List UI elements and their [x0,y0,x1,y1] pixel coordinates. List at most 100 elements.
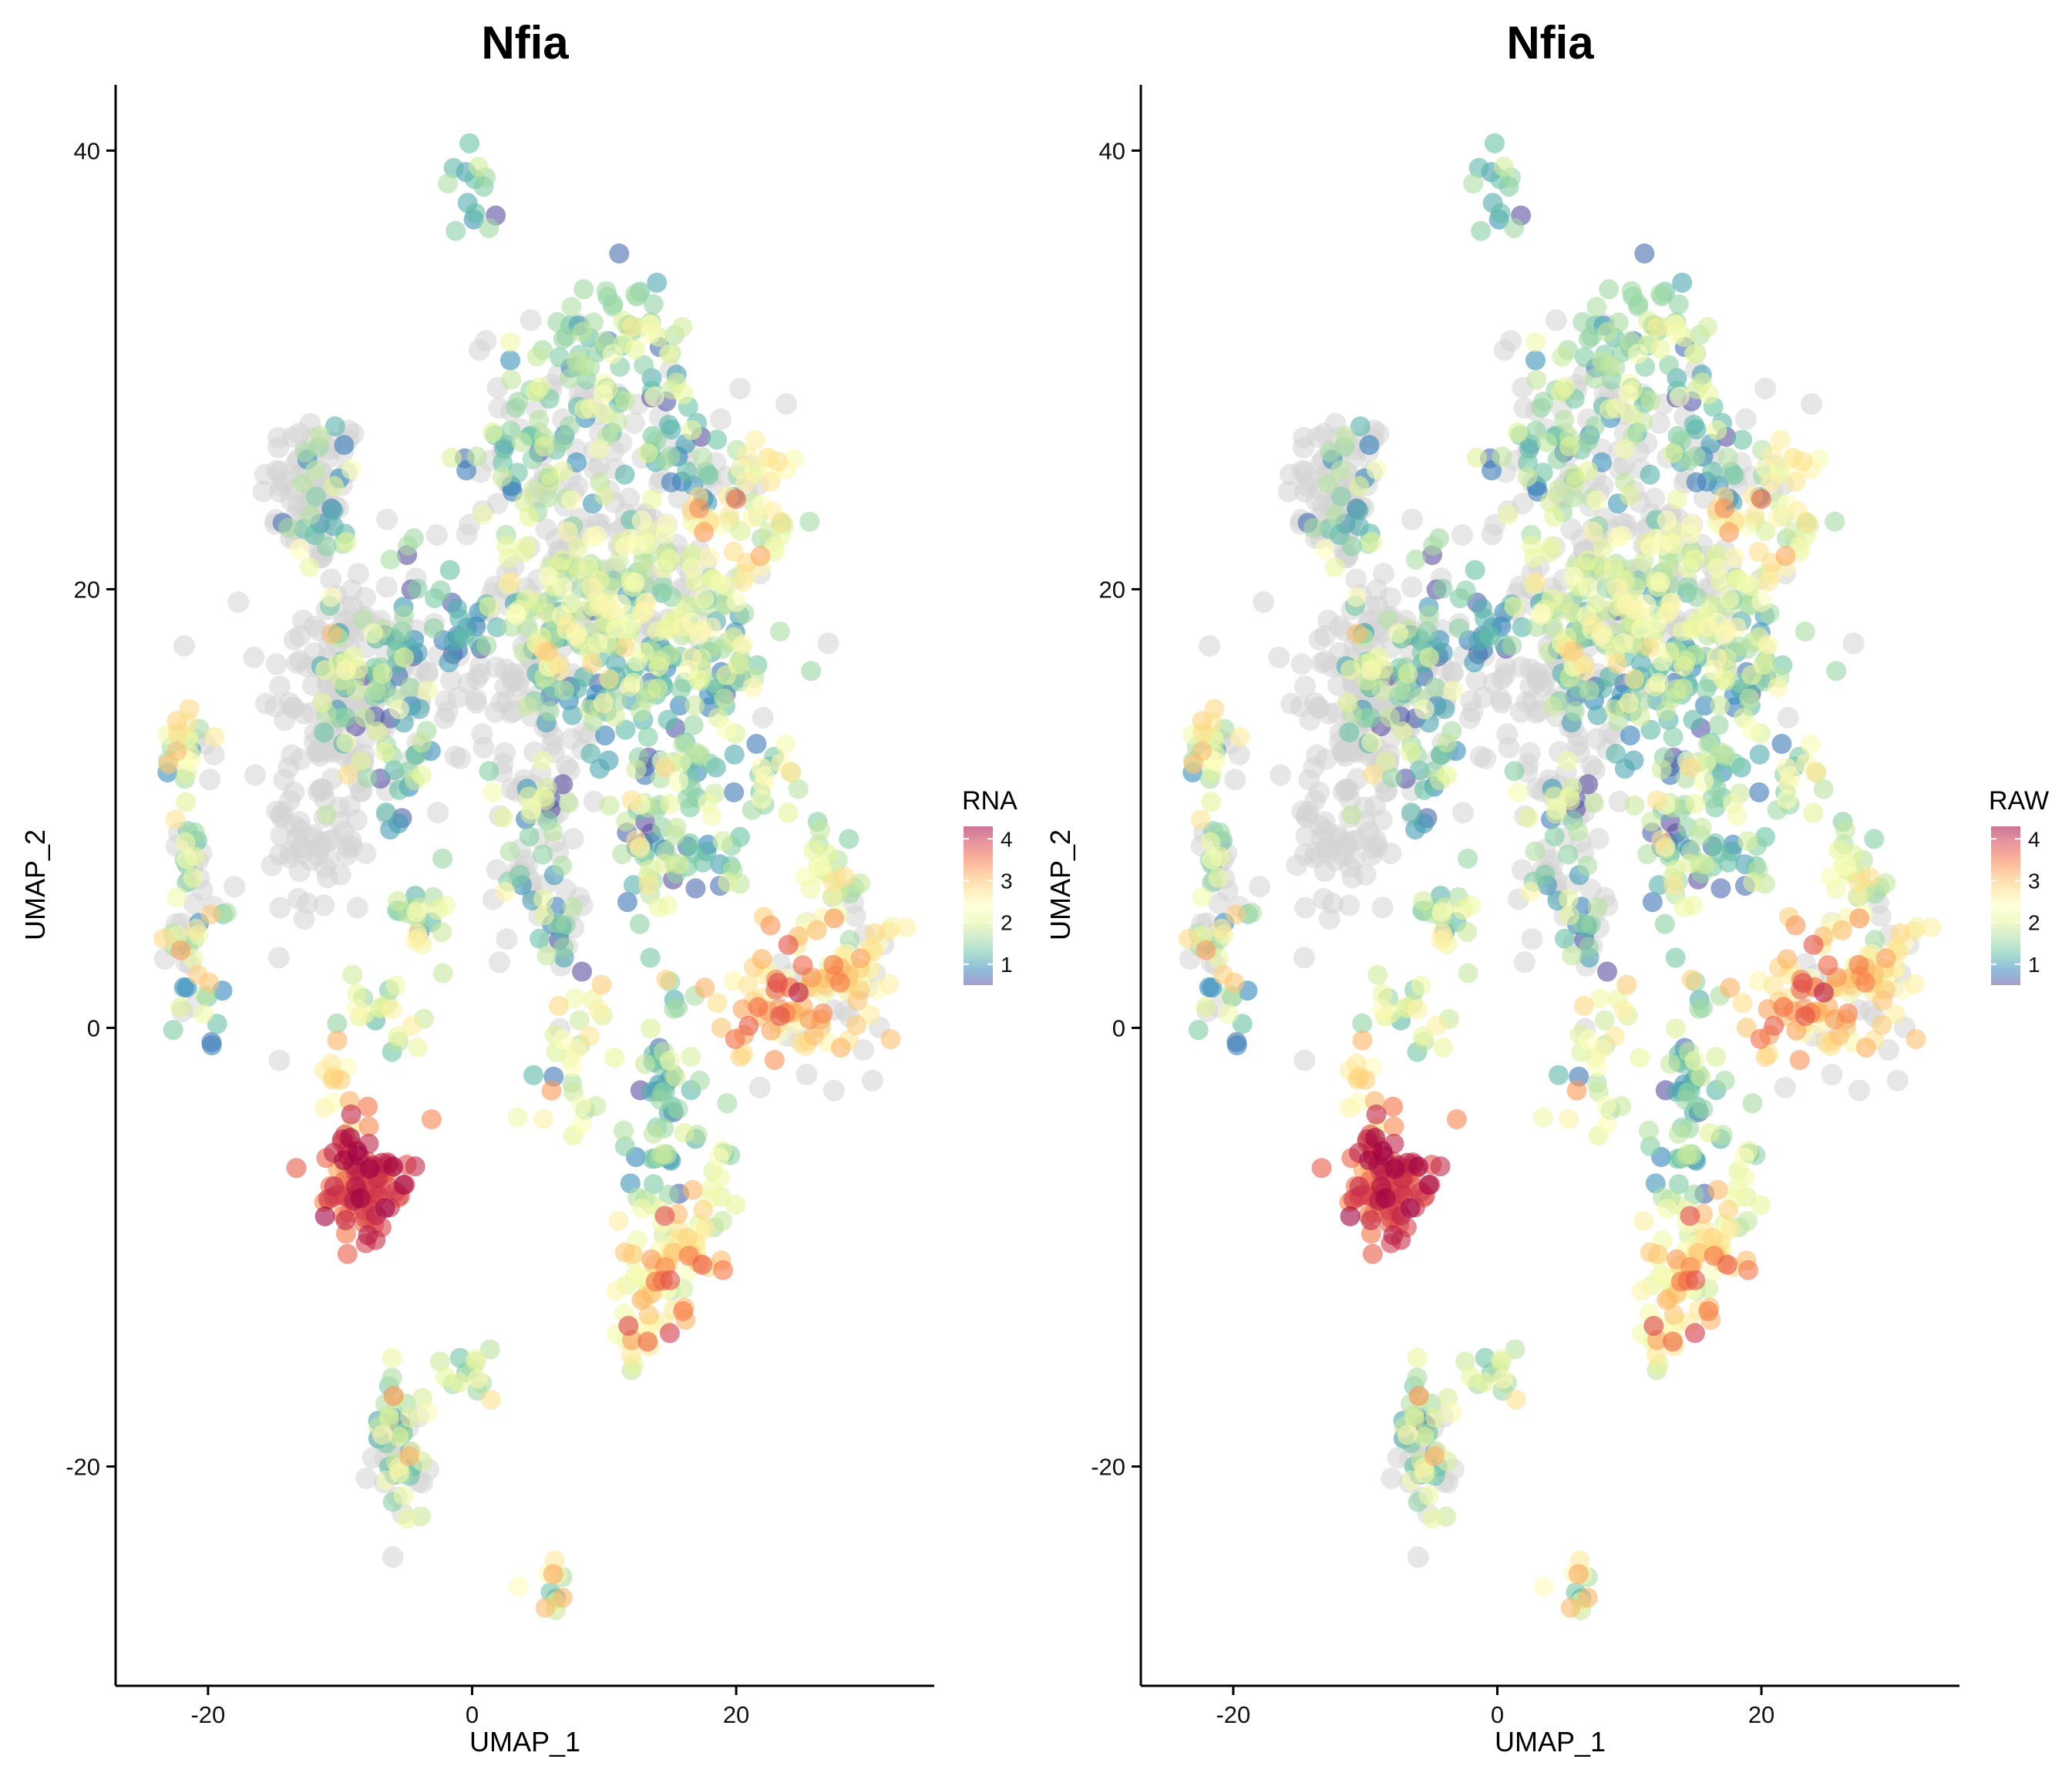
cell-point [1408,1386,1429,1406]
cell-point [604,1048,625,1068]
cell-point [1436,732,1457,753]
cell-point [548,995,569,1016]
cell-point [789,982,809,1003]
background-point [183,893,205,915]
cell-point [1616,974,1637,995]
cell-point [692,1254,712,1275]
cell-point [660,793,681,814]
cell-point [310,426,331,446]
cell-point [1586,490,1607,511]
cell-point [176,792,197,812]
background-point [320,568,342,590]
cell-point [375,742,395,762]
cell-point [1624,600,1645,620]
cell-point [1848,954,1869,975]
background-point [1842,632,1865,654]
cell-point [170,940,191,960]
background-point [1821,1064,1843,1085]
background-point [199,769,221,791]
cell-point [495,881,516,902]
background-point [729,378,752,400]
cell-point [1587,896,1608,917]
cell-point [689,498,709,519]
cell-point [533,844,553,865]
cell-point [1738,1260,1758,1280]
cell-point [1634,243,1655,264]
cell-point [1640,1242,1660,1263]
cell-point [654,1206,675,1226]
cell-point [666,817,687,838]
cell-point [643,1123,664,1144]
cell-point [459,133,479,153]
cell-point [648,656,669,677]
cell-point [1614,439,1635,459]
cell-point [543,1564,563,1585]
cell-point [1640,464,1660,485]
cell-point [1685,793,1706,814]
background-point [203,744,225,765]
cell-point [707,429,728,450]
cell-point [1398,663,1418,684]
cell-point [1785,915,1806,936]
cell-point [811,856,832,876]
cell-point [1226,1035,1247,1055]
cell-point [651,1144,672,1165]
x-tick-label: 20 [723,1701,749,1728]
cell-point [530,928,550,949]
cell-point [668,772,689,792]
cell-point [1359,435,1380,456]
cell-point [599,796,620,816]
cell-point [669,695,690,716]
cell-point [1793,973,1813,994]
cell-point [1362,1243,1383,1264]
background-point [1290,695,1312,718]
cell-point [738,1015,759,1036]
cell-point [1504,597,1525,617]
cell-point [1906,1029,1926,1050]
cell-point [1672,272,1693,293]
cell-point [1562,945,1583,966]
cell-point [1684,344,1704,365]
cell-point [1430,1156,1451,1177]
background-point [1848,1079,1870,1102]
cell-point [1647,316,1668,337]
cell-point [730,1047,751,1067]
cell-point [1559,1108,1579,1129]
cell-point [1640,391,1661,411]
cell-point [1585,415,1606,436]
background-point [1341,866,1364,889]
cell-point [562,1057,583,1078]
background-point [1774,1076,1796,1098]
cell-point [760,915,781,936]
cell-point [358,1225,378,1246]
cell-point [799,511,820,532]
cell-point [668,1098,688,1119]
cell-point [1719,522,1740,543]
cell-point [1663,1331,1684,1352]
cell-point [612,844,633,865]
cell-point [1383,1225,1404,1246]
cell-point [1467,447,1488,468]
cell-point [346,999,367,1020]
cell-point [572,321,593,342]
cell-point [537,487,558,508]
cell-point [1568,1564,1589,1585]
cell-point [1749,744,1770,765]
cell-point [1492,446,1512,467]
cell-point [400,677,421,698]
cell-point [1375,1188,1396,1209]
cell-point [388,890,409,911]
cell-point [1320,442,1340,462]
cell-point [1520,881,1541,902]
cell-point [398,535,419,556]
cell-point [1872,990,1893,1011]
cell-point [562,896,583,917]
background-point [1270,764,1291,786]
cell-point [1411,975,1431,996]
cell-point [1680,1206,1700,1226]
cell-point [1803,934,1824,955]
cell-point [286,1158,307,1179]
cell-point [1764,1015,1784,1036]
background-point [1298,470,1320,493]
cell-point [735,472,756,493]
